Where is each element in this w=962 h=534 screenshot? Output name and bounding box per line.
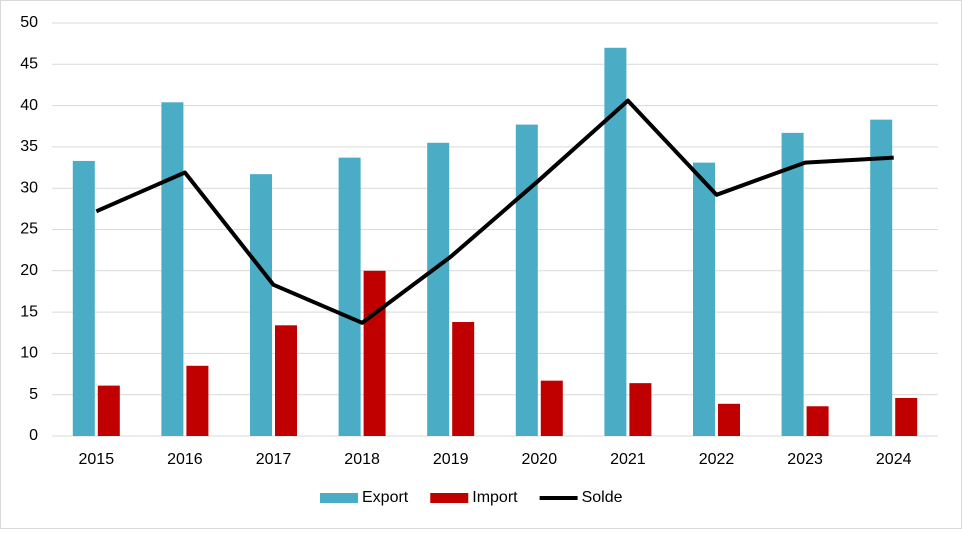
x-tick-label: 2016 — [167, 451, 203, 468]
legend-label: Solde — [582, 489, 623, 506]
y-tick-label: 50 — [20, 14, 38, 31]
bar — [718, 403, 740, 436]
y-tick-label: 40 — [20, 97, 38, 114]
bar — [427, 142, 450, 436]
bar — [97, 385, 120, 436]
y-tick-label: 10 — [20, 345, 38, 362]
y-tick-label: 0 — [29, 427, 38, 444]
bar — [186, 365, 209, 436]
bar — [161, 102, 184, 437]
bar — [781, 132, 804, 436]
y-tick-label: 20 — [20, 262, 38, 279]
x-tick-label: 2018 — [344, 451, 380, 468]
bar — [629, 383, 652, 436]
bar — [870, 119, 893, 436]
y-tick-label: 15 — [20, 303, 38, 320]
x-tick-label: 2015 — [79, 451, 115, 468]
bar — [338, 157, 361, 436]
bar — [275, 325, 297, 436]
bar — [250, 174, 272, 436]
legend-swatch — [320, 493, 358, 503]
x-tick-label: 2024 — [876, 451, 912, 468]
bar — [452, 322, 475, 436]
bar — [515, 124, 538, 437]
bar — [540, 380, 563, 436]
legend-label: Import — [472, 489, 518, 506]
bar — [895, 398, 918, 436]
x-tick-label: 2023 — [787, 451, 823, 468]
bar — [693, 162, 715, 436]
y-tick-label: 45 — [20, 56, 38, 73]
line — [95, 98, 894, 325]
bar — [363, 270, 386, 436]
legend-label: Export — [362, 489, 409, 506]
y-tick-label: 35 — [20, 138, 38, 155]
legend-swatch — [430, 493, 469, 503]
y-tick-label: 25 — [20, 221, 38, 238]
x-tick-label: 2022 — [699, 451, 735, 468]
y-tick-label: 5 — [29, 386, 38, 403]
x-tick-label: 2021 — [610, 451, 646, 468]
bar — [72, 160, 95, 436]
x-tick-label: 2020 — [522, 451, 558, 468]
x-tick-label: 2019 — [433, 451, 469, 468]
x-tick-label: 2017 — [256, 451, 292, 468]
y-tick-label: 30 — [20, 179, 38, 196]
bar — [604, 47, 627, 436]
bar — [806, 406, 829, 436]
